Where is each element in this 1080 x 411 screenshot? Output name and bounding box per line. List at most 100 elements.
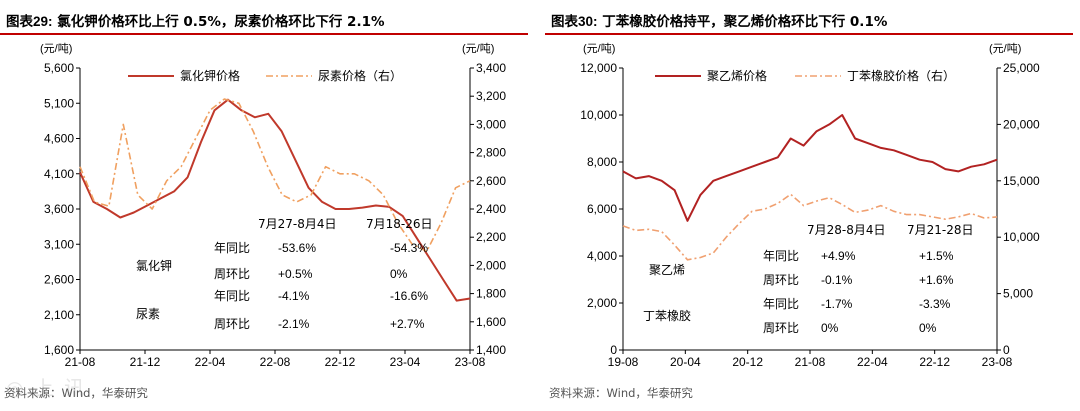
legend-label-2: 尿素价格（右） xyxy=(318,68,402,83)
legend-label-1: 聚乙烯价格 xyxy=(707,68,767,83)
table-header-2: 7月21-28日 xyxy=(907,223,974,237)
left-tick-label: 5,600 xyxy=(44,61,74,75)
left-tick-label: 8,000 xyxy=(587,155,617,169)
left-tick-label: 4,100 xyxy=(44,167,74,181)
table-cell-value: -53.6% xyxy=(278,241,316,255)
right-tick-label: 25,000 xyxy=(1003,61,1040,75)
table-row-label: 周环比 xyxy=(214,267,250,281)
table-cell-value: -16.6% xyxy=(390,289,428,303)
series-annotation: 丁苯橡胶 xyxy=(643,308,691,323)
series-annotation: 聚乙烯 xyxy=(649,263,685,277)
right-tick-label: 3,400 xyxy=(476,61,506,75)
table-cell-value: +2.7% xyxy=(390,317,425,331)
table-header-1: 7月27-8月4日 xyxy=(258,217,337,231)
table-cell-value: 0% xyxy=(821,321,839,335)
right-tick-label: 2,400 xyxy=(476,202,506,216)
left-tick-label: 2,100 xyxy=(44,308,74,322)
table-row-label: 周环比 xyxy=(763,321,799,335)
table-cell-value: +1.5% xyxy=(919,249,954,263)
series-line-1 xyxy=(79,98,471,302)
table-cell-value: +0.5% xyxy=(278,267,313,281)
x-tick-label: 21-08 xyxy=(795,355,826,369)
title-divider xyxy=(545,33,1073,35)
right-tick-label: 20,000 xyxy=(1003,117,1040,131)
right-tick-label: 1,400 xyxy=(476,343,506,357)
left-tick-label: 3,100 xyxy=(44,237,74,251)
x-tick-label: 20-12 xyxy=(732,355,763,369)
left-tick-label: 5,100 xyxy=(44,96,74,110)
series-line-2 xyxy=(622,193,998,261)
chart-label: 图表30: xyxy=(551,14,598,29)
left-unit-label: (元/吨) xyxy=(40,42,72,55)
right-tick-label: 2,000 xyxy=(476,258,506,272)
x-tick-label: 23-08 xyxy=(982,355,1013,369)
right-tick-label: 2,800 xyxy=(476,146,506,160)
chart-source: 资料来源：Wind，华泰研究 xyxy=(549,386,693,400)
legend-label-1: 氯化钾价格 xyxy=(180,68,240,83)
x-tick-label: 21-12 xyxy=(130,355,161,369)
watermark-logo: ◎ 上 讯 xyxy=(6,376,87,400)
right-tick-label: 10,000 xyxy=(1003,230,1040,244)
table-cell-value: -54.3% xyxy=(390,241,428,255)
legend-label-2: 丁苯橡胶价格（右） xyxy=(847,68,955,83)
table-cell-value: -4.1% xyxy=(278,289,310,303)
table-row-label: 周环比 xyxy=(763,273,799,287)
x-tick-label: 22-12 xyxy=(919,355,950,369)
left-tick-label: 6,000 xyxy=(587,202,617,216)
left-tick-label: 4,600 xyxy=(44,132,74,146)
left-tick-label: 0 xyxy=(610,343,617,357)
left-unit-label: (元/吨) xyxy=(583,42,615,55)
chart-svg-29: (元/吨) (元/吨) 5,600 5,100 4,600 4,100 3,600 3,100… xyxy=(40,42,506,369)
right-unit-label: (元/吨) xyxy=(462,42,494,55)
chart-panel-30: 图表30: 丁苯橡胶价格持平，聚乙烯价格环比下行 0.1% (元/吨) (元/吨)… xyxy=(545,0,1075,411)
left-tick-label: 4,000 xyxy=(587,249,617,263)
right-tick-label: 3,200 xyxy=(476,89,506,103)
right-tick-label: 2,200 xyxy=(476,230,506,244)
chart-title-text: 氯化钾价格环比上行 0.5%，尿素价格环比下行 2.1% xyxy=(57,14,385,30)
table-row-label: 年同比 xyxy=(763,249,799,263)
x-tick-label: 22-04 xyxy=(857,355,888,369)
table-cell-value: +4.9% xyxy=(821,249,856,263)
table-cell-value: 0% xyxy=(919,321,937,335)
chart-title-29: 图表29: 氯化钾价格环比上行 0.5%，尿素价格环比下行 2.1% xyxy=(6,10,385,30)
x-tick-label: 19-08 xyxy=(608,355,639,369)
right-tick-label: 5,000 xyxy=(1003,287,1033,301)
table-row-label: 周环比 xyxy=(214,317,250,331)
right-tick-label: 2,600 xyxy=(476,174,506,188)
x-tick-label: 22-04 xyxy=(195,355,226,369)
title-divider xyxy=(0,33,528,35)
left-tick-label: 1,600 xyxy=(44,343,74,357)
table-group-name: 尿素 xyxy=(136,307,160,321)
right-unit-label: (元/吨) xyxy=(989,42,1021,55)
right-tick-label: 1,800 xyxy=(476,287,506,301)
left-tick-label: 2,600 xyxy=(44,273,74,287)
left-tick-label: 10,000 xyxy=(580,108,617,122)
table-cell-value: -2.1% xyxy=(278,317,310,331)
left-tick-label: 2,000 xyxy=(587,296,617,310)
table-group-name: 氯化钾 xyxy=(136,259,172,273)
x-tick-label: 23-08 xyxy=(455,355,486,369)
series-line-1 xyxy=(622,114,998,222)
table-cell-value: -0.1% xyxy=(821,273,853,287)
table-row-label: 年同比 xyxy=(214,289,250,303)
table-row-label: 年同比 xyxy=(214,241,250,255)
chart-svg-30: (元/吨) (元/吨) 12,000 10,000 8,000 6,000 4,000 2,0… xyxy=(580,42,1040,369)
table-header-1: 7月28-8月4日 xyxy=(807,223,886,237)
right-tick-label: 1,600 xyxy=(476,315,506,329)
table-cell-value: +1.6% xyxy=(919,273,954,287)
right-tick-label: 3,000 xyxy=(476,117,506,131)
x-tick-label: 21-08 xyxy=(65,355,96,369)
table-row-label: 年同比 xyxy=(763,297,799,311)
chart-label: 图表29: xyxy=(6,14,53,29)
x-tick-label: 22-12 xyxy=(325,355,356,369)
left-tick-label: 3,600 xyxy=(44,202,74,216)
chart-panel-29: 图表29: 氯化钾价格环比上行 0.5%，尿素价格环比下行 2.1% (元/吨)… xyxy=(0,0,530,411)
right-tick-label: 0 xyxy=(1003,343,1010,357)
chart-title-30: 图表30: 丁苯橡胶价格持平，聚乙烯价格环比下行 0.1% xyxy=(551,10,887,30)
table-cell-value: 0% xyxy=(390,267,408,281)
x-tick-label: 20-04 xyxy=(670,355,701,369)
x-tick-label: 22-08 xyxy=(260,355,291,369)
chart-source: 资料来源：Wind，华泰研究 xyxy=(4,386,148,400)
left-tick-label: 12,000 xyxy=(580,61,617,75)
x-tick-label: 23-04 xyxy=(390,355,421,369)
